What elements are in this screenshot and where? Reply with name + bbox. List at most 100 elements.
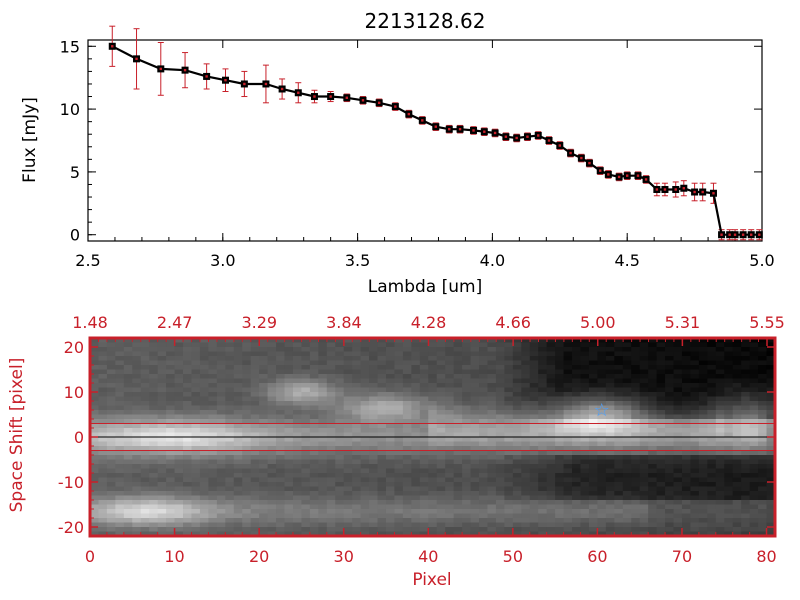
image-cell [419, 450, 429, 456]
image-cell [715, 437, 725, 442]
image-cell [453, 383, 463, 388]
image-cell [563, 486, 573, 492]
image-cell [309, 473, 319, 478]
image-cell [749, 468, 759, 474]
image-cell [597, 441, 607, 447]
image-cell [597, 392, 607, 397]
image-cell [385, 387, 395, 393]
image-cell [242, 405, 252, 411]
image-cell [377, 414, 387, 420]
image-cell [588, 513, 598, 519]
image-cell [385, 396, 395, 402]
image-cell [521, 383, 531, 388]
image-cell [622, 432, 632, 438]
image-cell [572, 423, 581, 429]
image-cell [318, 432, 328, 438]
image-cell [326, 392, 336, 397]
image-cell [470, 419, 480, 424]
image-cell [428, 401, 438, 406]
image-cell [343, 360, 353, 366]
image-cell [318, 392, 328, 397]
image-cell [183, 464, 192, 469]
image-y-label: Space Shift [pixel] [7, 358, 27, 513]
image-cell [462, 401, 471, 406]
image-cell [301, 428, 311, 433]
image-cell [199, 383, 209, 388]
image-cell [580, 365, 590, 370]
image-cell [284, 473, 294, 478]
spectrum-point-center [515, 136, 518, 140]
image-cell [470, 459, 480, 465]
image-cell [183, 450, 192, 456]
spectrum-point-center [243, 82, 246, 86]
image-cell [140, 396, 150, 402]
image-cell [758, 419, 767, 424]
image-cell [512, 450, 522, 456]
image-cell [462, 338, 471, 343]
image-cell [301, 414, 311, 420]
image-cell [698, 432, 708, 438]
image-cell [487, 414, 497, 420]
image-cell [605, 509, 615, 514]
image-cell [259, 419, 268, 424]
image-cell [402, 495, 412, 501]
image-cell [656, 383, 666, 388]
image-cell [233, 464, 243, 469]
image-cell [614, 518, 624, 523]
image-cell [301, 509, 311, 514]
image-cell [639, 423, 649, 429]
image-cell [149, 369, 159, 375]
image-cell [639, 446, 649, 451]
image-cell [724, 432, 734, 438]
image-cell [707, 356, 717, 361]
image-cell [563, 432, 573, 438]
image-cell [276, 486, 285, 492]
image-cell [631, 500, 641, 505]
image-cell [208, 513, 218, 519]
image-cell [588, 351, 598, 357]
image-cell [766, 446, 776, 451]
image-cell [614, 360, 624, 366]
image-cell [326, 491, 336, 496]
image-cell [360, 419, 370, 424]
image-cell [157, 432, 167, 438]
image-cell [183, 419, 192, 424]
image-cell [639, 356, 649, 361]
image-cell [698, 446, 708, 451]
image-cell [402, 338, 412, 343]
image-cell [149, 441, 159, 447]
image-cell [157, 428, 167, 433]
image-cell [597, 518, 607, 523]
image-cell [462, 450, 471, 456]
image-cell [758, 464, 767, 469]
image-cell [580, 491, 590, 496]
image-cell [681, 450, 691, 456]
image-cell [225, 351, 235, 357]
image-cell [597, 491, 607, 496]
image-cell [572, 500, 581, 505]
image-cell [369, 419, 378, 424]
image-cell [174, 437, 184, 442]
image-cell [639, 531, 649, 537]
image-cell [715, 486, 725, 492]
image-cell [529, 441, 539, 447]
image-cell [538, 482, 548, 487]
image-cell [419, 446, 429, 451]
image-cell [233, 513, 243, 519]
image-cell [479, 356, 488, 361]
image-cell [470, 365, 480, 370]
image-cell [479, 459, 488, 465]
image-cell [698, 419, 708, 424]
image-cell [555, 518, 564, 523]
image-cell [166, 405, 175, 411]
image-cell [419, 396, 429, 402]
image-cell [140, 369, 150, 375]
image-cell [301, 369, 311, 375]
image-cell [123, 383, 133, 388]
image-cell [149, 482, 159, 487]
image-cell [766, 342, 776, 348]
image-cell [453, 509, 463, 514]
image-cell [538, 369, 548, 375]
image-cell [259, 450, 268, 456]
image-cell [715, 360, 725, 366]
